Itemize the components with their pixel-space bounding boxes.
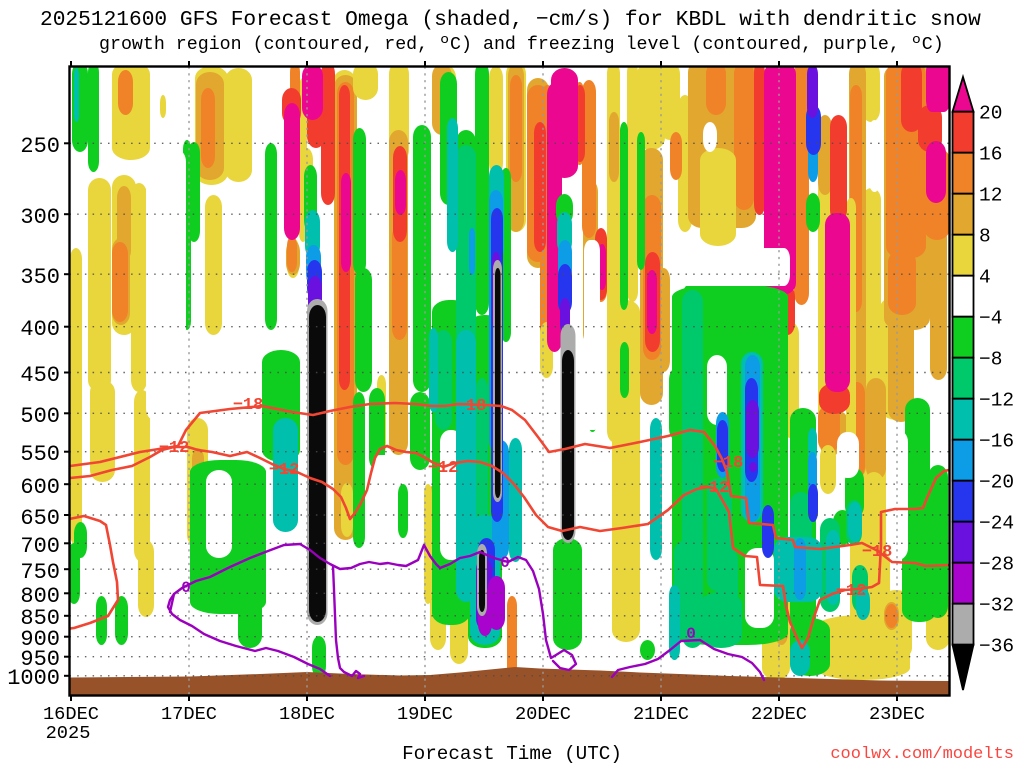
svg-text:−16: −16 bbox=[979, 431, 1014, 453]
svg-text:0: 0 bbox=[181, 579, 191, 597]
svg-text:−12: −12 bbox=[979, 390, 1014, 412]
svg-text:−12: −12 bbox=[699, 479, 730, 498]
svg-text:−36: −36 bbox=[979, 636, 1014, 658]
svg-text:−24: −24 bbox=[979, 513, 1014, 535]
svg-text:12: 12 bbox=[979, 185, 1002, 207]
svg-text:−8: −8 bbox=[979, 349, 1002, 371]
svg-text:−28: −28 bbox=[979, 554, 1014, 576]
svg-text:−18: −18 bbox=[862, 543, 893, 562]
svg-text:16: 16 bbox=[979, 144, 1002, 166]
svg-text:0: 0 bbox=[686, 625, 696, 643]
svg-text:−12: −12 bbox=[269, 461, 300, 480]
svg-text:20: 20 bbox=[979, 103, 1002, 125]
svg-text:8: 8 bbox=[979, 226, 991, 248]
svg-text:−18: −18 bbox=[713, 454, 744, 473]
svg-text:−32: −32 bbox=[979, 595, 1014, 617]
svg-text:−18: −18 bbox=[233, 396, 264, 415]
svg-text:−12: −12 bbox=[159, 439, 190, 458]
svg-text:−18: −18 bbox=[456, 397, 487, 416]
svg-text:−12: −12 bbox=[836, 582, 867, 601]
svg-text:−12: −12 bbox=[428, 459, 459, 478]
svg-text:−4: −4 bbox=[979, 308, 1002, 330]
svg-text:4: 4 bbox=[979, 267, 991, 289]
svg-text:−20: −20 bbox=[979, 472, 1014, 494]
svg-text:0: 0 bbox=[500, 554, 510, 572]
